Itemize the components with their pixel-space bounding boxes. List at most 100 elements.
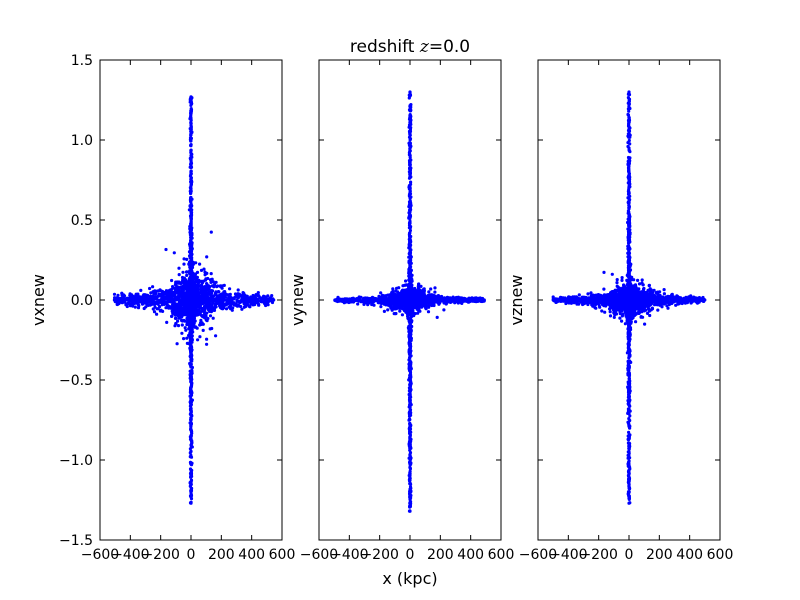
scatter-point bbox=[188, 346, 192, 350]
scatter-point bbox=[408, 231, 412, 235]
scatter-point bbox=[185, 336, 189, 340]
scatter-point bbox=[208, 297, 212, 301]
scatter-point bbox=[440, 299, 444, 303]
scatter-point bbox=[192, 323, 196, 328]
scatter-point bbox=[215, 300, 219, 305]
scatter-point bbox=[409, 126, 413, 130]
scatter-point bbox=[185, 257, 189, 261]
scatter-point bbox=[220, 292, 224, 296]
scatter-point bbox=[394, 294, 398, 299]
scatter-point bbox=[190, 486, 194, 490]
scatter-point bbox=[182, 311, 187, 315]
scatter-point bbox=[408, 169, 412, 173]
scatter-point bbox=[160, 300, 164, 304]
scatter-point bbox=[189, 449, 193, 454]
scatter-point bbox=[192, 304, 196, 308]
scatter-point bbox=[197, 280, 201, 284]
scatter-point bbox=[408, 209, 412, 213]
scatter-point bbox=[195, 275, 199, 279]
scatter-point bbox=[182, 262, 186, 266]
scatter-point bbox=[408, 235, 412, 239]
scatter-point bbox=[408, 120, 413, 125]
scatter-point bbox=[210, 303, 214, 307]
scatter-point bbox=[171, 302, 175, 306]
scatter-point bbox=[407, 216, 411, 220]
scatter-point bbox=[145, 297, 149, 301]
scatter-point bbox=[205, 337, 209, 341]
scatter-point bbox=[198, 262, 202, 266]
scatter-point bbox=[194, 261, 198, 265]
scatter-point bbox=[198, 296, 202, 300]
scatter-point bbox=[417, 282, 421, 286]
scatter-point bbox=[189, 199, 193, 203]
scatter-point bbox=[197, 293, 201, 297]
scatter-point bbox=[424, 307, 428, 311]
scatter-point bbox=[360, 299, 364, 303]
scatter-point bbox=[174, 288, 178, 292]
scatter-point bbox=[189, 109, 193, 113]
scatter-point bbox=[182, 257, 186, 261]
scatter-point bbox=[409, 180, 413, 184]
x-tick-label: 600 bbox=[269, 547, 296, 563]
scatter-point bbox=[128, 293, 132, 298]
scatter-point bbox=[220, 286, 224, 290]
scatter-point bbox=[238, 294, 242, 298]
scatter-point bbox=[189, 472, 193, 476]
scatter-point bbox=[138, 295, 143, 299]
scatter-point bbox=[409, 373, 413, 377]
scatter-point bbox=[188, 306, 192, 310]
scatter-point bbox=[174, 308, 178, 312]
scatter-point bbox=[408, 425, 412, 430]
scatter-point bbox=[235, 299, 239, 303]
scatter-point bbox=[437, 302, 441, 306]
scatter-point bbox=[429, 296, 433, 300]
scatter-point bbox=[408, 152, 412, 156]
scatter-point bbox=[231, 306, 235, 310]
x-tick-label: 200 bbox=[208, 547, 235, 563]
scatter-point bbox=[134, 293, 138, 297]
scatter-point bbox=[408, 166, 412, 170]
scatter-point bbox=[188, 313, 192, 317]
scatter-point bbox=[193, 287, 197, 291]
scatter-point bbox=[206, 276, 210, 281]
scatter-point bbox=[192, 319, 196, 323]
scatter-point bbox=[408, 418, 412, 422]
scatter-point bbox=[168, 299, 172, 303]
scatter-point bbox=[180, 323, 184, 327]
scatter-point bbox=[391, 293, 395, 297]
scatter-point bbox=[351, 296, 355, 300]
scatter-point bbox=[174, 316, 178, 320]
scatter-point bbox=[408, 448, 412, 452]
scatter-point bbox=[190, 288, 194, 292]
scatter-point bbox=[185, 273, 189, 277]
scatter-point bbox=[205, 342, 209, 346]
scatter-point bbox=[408, 474, 412, 478]
scatter-point bbox=[187, 327, 191, 331]
scatter-point bbox=[408, 396, 412, 400]
scatter-point bbox=[149, 291, 153, 295]
scatter-point bbox=[426, 294, 431, 299]
scatter-point bbox=[189, 149, 193, 153]
scatter-point bbox=[190, 102, 194, 106]
scatter-point bbox=[343, 299, 347, 303]
scatter-point bbox=[364, 297, 368, 301]
scatter-point bbox=[193, 311, 197, 315]
scatter-point bbox=[409, 268, 413, 272]
scatter-point bbox=[408, 199, 412, 203]
scatter-point bbox=[176, 319, 180, 323]
scatter-point bbox=[407, 350, 411, 354]
scatter-point bbox=[408, 104, 412, 108]
scatter-point bbox=[447, 299, 451, 303]
scatter-point bbox=[176, 285, 180, 290]
scatter-point bbox=[382, 309, 386, 313]
y-tick-label: 0.0 bbox=[71, 293, 93, 309]
scatter-point bbox=[209, 230, 213, 234]
scatter-point bbox=[346, 298, 350, 302]
scatter-point bbox=[198, 323, 202, 327]
scatter-point bbox=[407, 135, 412, 139]
scatter-point bbox=[241, 292, 245, 296]
scatter-point bbox=[426, 301, 430, 305]
scatter-point bbox=[142, 294, 146, 298]
scatter-point bbox=[187, 208, 191, 212]
